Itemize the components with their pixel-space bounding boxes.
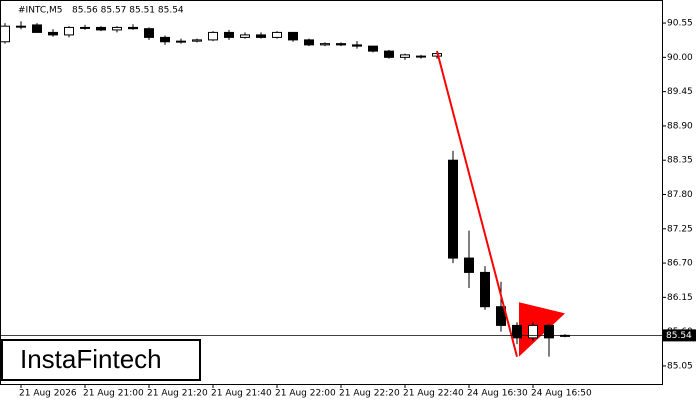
last-price-box [663,329,696,342]
candle-body [464,257,474,273]
y-tick-label: 86.70 [667,259,693,269]
pattern-pole [436,50,518,357]
ohlc-text: 85.56 85.57 85.51 85.54 [72,6,184,16]
y-tick-label: 88.35 [667,156,693,166]
plot-frame [0,0,663,385]
candle-body [112,26,122,31]
candle-body [80,26,90,29]
last-price-label: 85.54 [666,331,692,341]
candle-body [288,31,298,41]
candle-body [400,54,410,58]
x-tick-label: 21 Aug 22:20 [339,389,400,399]
x-tick-label: 21 Aug 22:40 [403,389,464,399]
candle-body [32,24,42,33]
candle-body [96,26,106,31]
candle-body [272,31,282,38]
x-tick-label: 24 Aug 16:30 [467,389,528,399]
symbol: #INTC,M5 [18,6,63,16]
candle-body [16,25,26,28]
candle-body [480,271,490,308]
candle-body [304,39,314,46]
x-tick-label: 21 Aug 2026 [19,389,77,399]
candle-body [192,39,202,42]
logo: InstaFintech [20,344,162,374]
y-tick-label: 89.45 [667,87,693,97]
y-tick-label: 88.90 [667,121,693,131]
candle-body [176,40,186,43]
candle-body [384,50,394,58]
y-tick-label: 90.55 [667,19,693,29]
x-tick-label: 24 Aug 16:50 [531,389,592,399]
x-tick-label: 21 Aug 22:00 [275,389,336,399]
candle-body [128,26,138,30]
candle-body [240,34,250,38]
y-tick-label: 86.15 [667,293,693,303]
candle-body [512,324,522,339]
candle-body [64,26,74,36]
y-tick-label: 90.00 [667,53,693,63]
x-tick-label: 21 Aug 21:00 [83,389,144,399]
candle-body [528,324,538,339]
candle-body [160,36,170,43]
x-tick-label: 21 Aug 21:20 [147,389,208,399]
candle-body [224,31,234,38]
logo-box [1,339,201,381]
candle-body [48,31,58,36]
candle-body [0,25,10,43]
candle-body [448,159,458,259]
candle-body [336,43,346,46]
y-tick-label: 87.80 [667,190,693,200]
candle-body [320,43,330,46]
candle-body [352,44,362,47]
x-tick-label: 21 Aug 21:40 [211,389,272,399]
candle-body [544,324,554,339]
pattern-flag [519,302,565,357]
candle-body [208,31,218,41]
candle-body [144,28,154,38]
candle-body [368,45,378,52]
y-tick-label: 87.25 [667,224,693,234]
candle-body [416,55,426,58]
candle-body [256,34,266,38]
y-tick-label: 85.05 [667,361,693,371]
